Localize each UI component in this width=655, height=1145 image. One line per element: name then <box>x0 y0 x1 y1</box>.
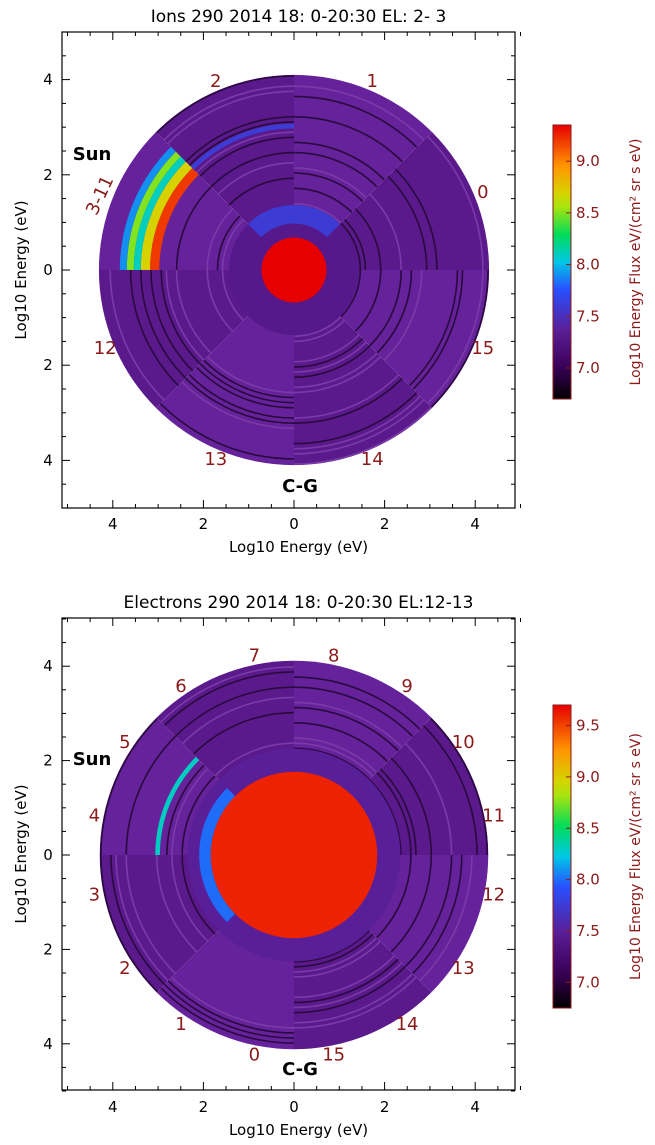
sector-label: 15 <box>471 338 494 359</box>
y-axis-label: Log10 Energy (eV) <box>12 784 30 923</box>
y-tick-label: 2 <box>43 166 53 184</box>
flux-band <box>199 787 236 923</box>
comet-direction-label: C-G <box>282 1059 318 1080</box>
y-tick-label: 2 <box>43 752 53 770</box>
sector-label: 5 <box>119 732 130 753</box>
sector-label: 12 <box>94 338 117 359</box>
colorbar-tick-label: 9.0 <box>576 768 600 786</box>
x-tick-label: 2 <box>380 1098 390 1116</box>
y-tick-label: 2 <box>43 356 53 374</box>
colorbar-tick-label: 7.0 <box>576 359 600 377</box>
polar-plot <box>99 660 489 1050</box>
x-tick-label: 0 <box>289 1098 299 1116</box>
sector-label: 4 <box>89 805 100 826</box>
colorbar-tick-label: 9.0 <box>576 152 600 170</box>
chart-title: Ions 290 2014 18: 0-20:30 EL: 2- 3 <box>151 7 447 27</box>
x-tick-label: 4 <box>108 515 118 533</box>
sector-label: 3 <box>89 885 100 906</box>
sector-label: 10 <box>452 732 475 753</box>
x-axis-label: Log10 Energy (eV) <box>229 1121 368 1139</box>
flux-band <box>119 146 176 270</box>
colorbar-label: Log10 Energy Flux eV/(cm² sr s eV) <box>628 733 644 980</box>
colorbar-label: Log10 Energy Flux eV/(cm² sr s eV) <box>628 139 644 386</box>
polar-plot <box>98 74 490 466</box>
sector-label: 14 <box>396 1014 419 1035</box>
sector-label: 13 <box>452 958 475 979</box>
colorbar-tick-label: 8.0 <box>576 871 600 889</box>
sector-label: 0 <box>477 182 488 203</box>
x-tick-label: 4 <box>108 1098 118 1116</box>
ion-panel: Ions 290 2014 18: 0-20:30 EL: 2- 3 4 4 2 2 0 0… <box>12 7 644 556</box>
flux-band <box>126 151 181 270</box>
flux-band <box>155 756 200 855</box>
y-tick-label: 0 <box>43 261 53 279</box>
x-tick-label: 4 <box>470 1098 480 1116</box>
colorbar-tick-label: 8.0 <box>576 256 600 274</box>
colorbar-tick-label: 8.5 <box>576 819 600 837</box>
sector-label: 12 <box>482 885 505 906</box>
y-tick-label: 4 <box>43 657 53 675</box>
y-axis-label: Log10 Energy (eV) <box>12 200 30 339</box>
x-tick-label: 0 <box>289 515 299 533</box>
y-tick-label: 4 <box>43 1035 53 1053</box>
sector-label: 9 <box>401 676 412 697</box>
sector-label: 11 <box>482 805 505 826</box>
y-tick-label: 4 <box>43 71 53 89</box>
x-tick-label: 2 <box>199 515 209 533</box>
colorbar-tick-label: 7.5 <box>576 922 600 940</box>
electron-panel: Electrons 290 2014 18: 0-20:30 EL:12-13 4… <box>12 593 644 1139</box>
plot-frame <box>61 617 516 1091</box>
colorbar-tick-label: 9.5 <box>576 717 600 735</box>
x-tick-label: 4 <box>470 515 480 533</box>
y-tick-label: 4 <box>43 451 53 469</box>
sun-direction-label: Sun <box>73 144 112 165</box>
y-tick-label: 0 <box>43 846 53 864</box>
sun-direction-label: Sun <box>73 749 112 770</box>
sector-label: 6 <box>175 676 186 697</box>
sector-label: 0 <box>249 1045 260 1066</box>
sector-label: 14 <box>361 449 384 470</box>
colorbar-tick-label: 7.0 <box>576 973 600 991</box>
colorbar-tick-label: 7.5 <box>576 307 600 325</box>
flux-band <box>133 156 186 270</box>
sector-label: 2 <box>119 958 130 979</box>
colorbar <box>552 704 572 1009</box>
sector-label: 1 <box>175 1014 186 1035</box>
x-tick-label: 2 <box>380 515 390 533</box>
colorbar-tick-label: 8.5 <box>576 204 600 222</box>
comet-direction-label: C-G <box>282 476 318 497</box>
inner-disk <box>210 771 378 939</box>
colorbar <box>552 124 572 400</box>
sector-label: 13 <box>204 449 227 470</box>
x-tick-label: 2 <box>199 1098 209 1116</box>
inner-disk <box>261 237 327 303</box>
flux-band <box>140 161 193 270</box>
sector-label: 2 <box>210 71 221 92</box>
flux-band <box>150 168 199 270</box>
sector-label: 1 <box>366 71 377 92</box>
flux-band <box>187 748 401 962</box>
flux-band <box>248 204 340 238</box>
sector-label: 7 <box>249 645 260 666</box>
flux-band <box>190 123 294 170</box>
x-axis-label: Log10 Energy (eV) <box>229 538 368 556</box>
chart-title: Electrons 290 2014 18: 0-20:30 EL:12-13 <box>124 593 474 613</box>
y-tick-label: 2 <box>43 940 53 958</box>
sector-label: 8 <box>328 645 339 666</box>
sector-label: 15 <box>322 1045 345 1066</box>
